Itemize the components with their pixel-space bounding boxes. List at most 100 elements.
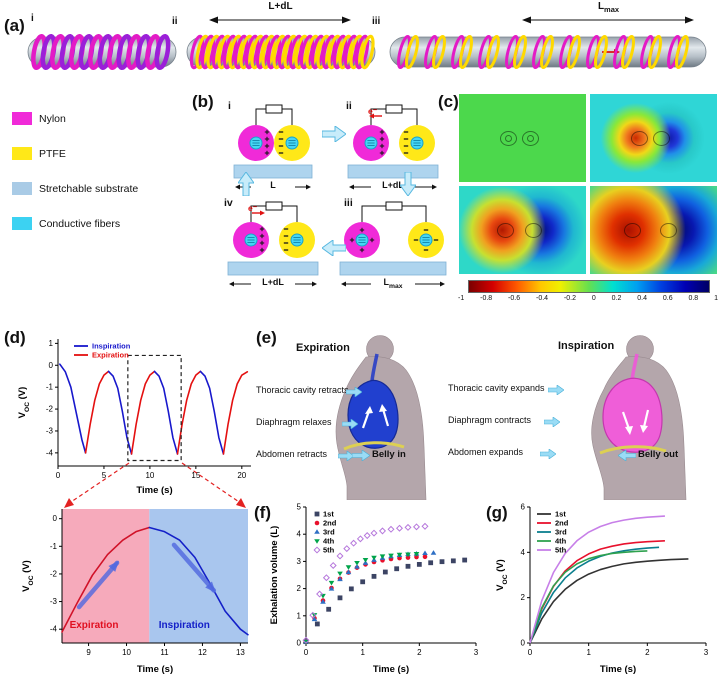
svg-text:1: 1: [586, 648, 591, 657]
electron-label-iv: e⁻: [248, 203, 258, 213]
svg-text:10: 10: [122, 648, 131, 657]
panel-a-state-iii: iii: [372, 16, 381, 27]
svg-text:2nd: 2nd: [323, 519, 337, 528]
substrate-color-chip: [12, 182, 32, 195]
length-label-i: L: [251, 180, 295, 190]
panel-a-label: (a): [4, 16, 25, 35]
svg-text:-4: -4: [46, 448, 54, 457]
svg-text:5: 5: [102, 471, 107, 480]
svg-text:2: 2: [521, 593, 526, 602]
svg-text:6: 6: [521, 503, 526, 512]
nylon-label: Nylon: [39, 112, 66, 125]
chart-voc-breathing: 0 5 10 15 20 -4 -3 -2 -1 0 1 Time (s) VOC (V) Inspira…: [14, 333, 259, 496]
teng-diagram-iii: [339, 201, 447, 287]
svg-text:2: 2: [645, 648, 650, 657]
svg-text:1st: 1st: [555, 510, 566, 519]
svg-text:15: 15: [191, 471, 200, 480]
ptfe-color-chip: [12, 147, 32, 160]
belly-in-arrow-icon: [352, 450, 370, 461]
electron-label-ii: e⁻: [368, 106, 378, 116]
svg-text:VOC (V): VOC (V): [495, 559, 509, 591]
legend-item-ptfe: PTFE: [12, 147, 66, 160]
panel-b-label: (b): [192, 92, 214, 111]
pointer-arrow-icon: [342, 419, 358, 429]
svg-text:5th: 5th: [555, 546, 567, 555]
panel-f-label: (f): [254, 503, 271, 522]
coiled-fiber-i: [27, 33, 177, 71]
panel-b-state-iii: iii: [344, 197, 353, 209]
panel-a-state-i: i: [31, 13, 34, 24]
length-label-iii: Lmax: [371, 277, 415, 292]
expiration-title: Expiration: [296, 342, 350, 354]
coiled-fiber-iii: [389, 16, 707, 70]
length-label-ii: L+dL: [371, 180, 415, 190]
svg-text:-2: -2: [50, 569, 58, 578]
svg-text:3: 3: [474, 648, 479, 657]
svg-text:5: 5: [297, 503, 302, 512]
svg-text:2nd: 2nd: [555, 519, 569, 528]
svg-text:Time (s): Time (s): [136, 485, 172, 496]
svg-text:VOC (V): VOC (V): [17, 387, 31, 419]
svg-text:4th: 4th: [323, 537, 335, 546]
coiled-fiber-ii: [186, 16, 376, 70]
svg-text:0: 0: [304, 648, 309, 657]
svg-text:3rd: 3rd: [555, 528, 567, 537]
teng-diagram-ii: [347, 104, 439, 190]
svg-text:4: 4: [521, 548, 526, 557]
cycle-arrow-up-icon: [238, 172, 254, 196]
svg-text:Time (s): Time (s): [600, 664, 636, 675]
teng-diagram-i: [233, 104, 313, 190]
svg-text:1: 1: [49, 339, 54, 348]
panel-b-state-ii: ii: [346, 100, 352, 112]
colorbar-tick-labels: -1 -0.8 -0.6 -0.4 -0.2 0 0.2 0.4 0.6 0.8…: [458, 295, 718, 302]
chart-voc-exhalation: 0 1 2 3 0 2 4 6 Time (s) VOC (V) 1st 2nd 3rd 4th 5th: [492, 501, 716, 676]
cycle-arrow-down-icon: [400, 172, 416, 196]
torso-inspiration: [591, 335, 687, 500]
length-label-iv: L+dL: [251, 277, 295, 287]
expiration-label-1: Thoracic cavity retracts: [256, 385, 349, 395]
svg-text:-1: -1: [50, 542, 58, 551]
svg-text:9: 9: [86, 648, 91, 657]
svg-text:13: 13: [236, 648, 245, 657]
legend-item-substrate: Stretchable substrate: [12, 182, 138, 195]
svg-text:Exhalation volume (L): Exhalation volume (L): [269, 526, 280, 625]
pointer-arrow-icon: [346, 387, 362, 397]
expiration-label-2: Diaphragm relaxes: [256, 417, 332, 427]
svg-text:Expiration: Expiration: [70, 620, 119, 631]
legend-item-nylon: Nylon: [12, 112, 66, 125]
chart-exhalation-volume: 0 1 2 3 0 1 2 3 4 5 Time (s) Exhalation volume (L) 1…: [266, 501, 484, 676]
svg-text:-4: -4: [50, 625, 58, 634]
svg-text:Time (s): Time (s): [137, 664, 173, 675]
colorbar: [468, 280, 710, 293]
svg-text:5th: 5th: [323, 546, 335, 555]
svg-text:VOC (V): VOC (V): [21, 560, 35, 592]
pointer-arrow-icon: [338, 451, 354, 461]
inspiration-label-2: Diaphragm contracts: [448, 415, 532, 425]
simulation-map-small-stretch: [590, 94, 717, 182]
ptfe-label: PTFE: [39, 147, 66, 160]
panel-c-label: (c): [438, 92, 459, 111]
chart-voc-zoom: 9 10 11 12 13 -4 -3 -2 -1 0 Time (s) VOC (V) Expirat…: [18, 503, 256, 675]
panel-d-label: (d): [4, 328, 26, 347]
svg-text:10: 10: [145, 471, 154, 480]
stretch-length-label-ii: L+dL: [258, 1, 303, 12]
conductive-color-chip: [12, 217, 32, 230]
svg-text:-1: -1: [46, 383, 54, 392]
substrate-label: Stretchable substrate: [39, 182, 139, 195]
inspiration-label-3: Abdomen expands: [448, 447, 524, 457]
simulation-map-initial: [459, 94, 586, 182]
pointer-arrow-icon: [540, 449, 556, 459]
panel-e-label: (e): [256, 328, 277, 347]
svg-text:20: 20: [237, 471, 246, 480]
inspiration-label-1: Thoracic cavity expands: [448, 383, 545, 393]
svg-text:3: 3: [704, 648, 709, 657]
belly-in-label: Belly in: [372, 449, 406, 460]
pointer-arrow-icon: [544, 417, 560, 427]
svg-text:4: 4: [297, 530, 302, 539]
svg-text:11: 11: [160, 648, 169, 657]
cycle-arrow-left-icon: [322, 240, 346, 256]
svg-text:4th: 4th: [555, 537, 567, 546]
svg-text:0: 0: [528, 648, 533, 657]
panel-g-label: (g): [486, 503, 508, 522]
svg-text:0: 0: [521, 639, 526, 648]
